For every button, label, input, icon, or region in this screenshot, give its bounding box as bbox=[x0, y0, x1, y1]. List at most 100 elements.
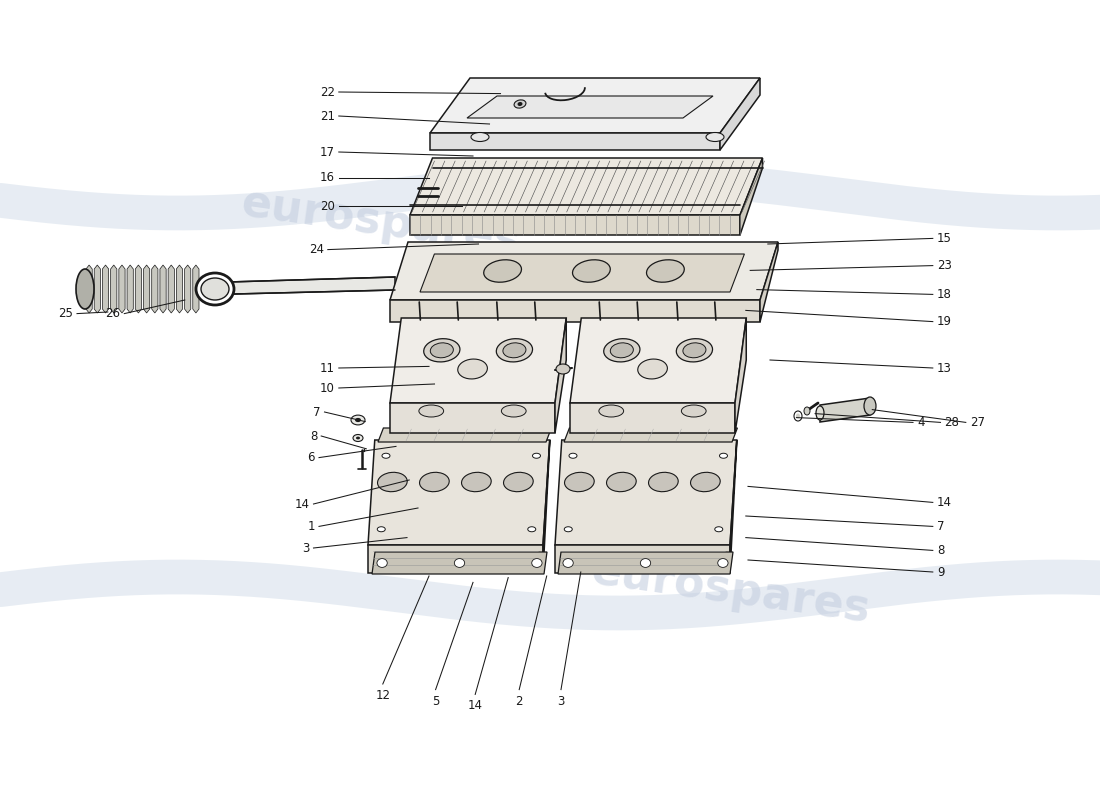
Text: 22: 22 bbox=[320, 86, 334, 98]
Ellipse shape bbox=[484, 260, 521, 282]
Text: 3: 3 bbox=[302, 542, 309, 554]
Ellipse shape bbox=[355, 418, 361, 422]
Text: 17: 17 bbox=[320, 146, 334, 158]
Polygon shape bbox=[556, 318, 566, 433]
Text: 12: 12 bbox=[375, 689, 390, 702]
Text: 23: 23 bbox=[937, 259, 952, 272]
Ellipse shape bbox=[647, 260, 684, 282]
Polygon shape bbox=[185, 265, 190, 313]
Polygon shape bbox=[420, 254, 745, 292]
Polygon shape bbox=[390, 318, 566, 403]
Polygon shape bbox=[430, 78, 760, 133]
Ellipse shape bbox=[569, 454, 578, 458]
Polygon shape bbox=[820, 398, 870, 422]
Ellipse shape bbox=[676, 338, 713, 362]
Ellipse shape bbox=[462, 472, 492, 492]
Ellipse shape bbox=[556, 364, 570, 374]
Ellipse shape bbox=[377, 526, 385, 532]
Polygon shape bbox=[368, 440, 550, 545]
Ellipse shape bbox=[201, 278, 229, 300]
Text: 14: 14 bbox=[468, 699, 483, 712]
Text: 7: 7 bbox=[937, 520, 944, 533]
Polygon shape bbox=[720, 78, 760, 150]
Polygon shape bbox=[378, 428, 551, 442]
Ellipse shape bbox=[196, 273, 234, 305]
Text: 10: 10 bbox=[320, 382, 334, 394]
Text: 4: 4 bbox=[917, 416, 924, 429]
Text: 25: 25 bbox=[58, 307, 73, 320]
Ellipse shape bbox=[598, 405, 624, 417]
Ellipse shape bbox=[606, 472, 636, 492]
Polygon shape bbox=[558, 552, 733, 574]
Ellipse shape bbox=[76, 269, 94, 309]
Polygon shape bbox=[111, 265, 117, 313]
Text: 1: 1 bbox=[308, 520, 315, 533]
Ellipse shape bbox=[424, 338, 460, 362]
Polygon shape bbox=[543, 440, 550, 573]
Ellipse shape bbox=[691, 472, 720, 492]
Polygon shape bbox=[740, 158, 762, 235]
Ellipse shape bbox=[504, 472, 534, 492]
Ellipse shape bbox=[503, 343, 526, 358]
Text: 13: 13 bbox=[937, 362, 952, 374]
Ellipse shape bbox=[604, 338, 640, 362]
Ellipse shape bbox=[564, 526, 572, 532]
Text: 19: 19 bbox=[937, 315, 952, 328]
Ellipse shape bbox=[356, 437, 360, 439]
Text: 8: 8 bbox=[310, 430, 317, 442]
Text: 14: 14 bbox=[295, 498, 309, 510]
Ellipse shape bbox=[514, 100, 526, 108]
Polygon shape bbox=[368, 545, 543, 573]
Polygon shape bbox=[119, 265, 125, 313]
Ellipse shape bbox=[681, 405, 706, 417]
Polygon shape bbox=[192, 265, 199, 313]
Ellipse shape bbox=[794, 411, 802, 421]
Polygon shape bbox=[556, 440, 737, 545]
Text: 11: 11 bbox=[320, 362, 334, 374]
Polygon shape bbox=[570, 403, 735, 433]
Text: 15: 15 bbox=[937, 232, 952, 245]
Ellipse shape bbox=[804, 407, 810, 415]
Text: 21: 21 bbox=[320, 110, 334, 122]
Polygon shape bbox=[143, 265, 150, 313]
Text: 14: 14 bbox=[937, 496, 952, 509]
Polygon shape bbox=[176, 265, 183, 313]
Polygon shape bbox=[410, 158, 762, 215]
Ellipse shape bbox=[419, 405, 443, 417]
Ellipse shape bbox=[796, 414, 800, 418]
Ellipse shape bbox=[430, 343, 453, 358]
Text: 24: 24 bbox=[309, 243, 323, 256]
Ellipse shape bbox=[531, 558, 542, 567]
Polygon shape bbox=[390, 403, 556, 433]
Text: 6: 6 bbox=[308, 451, 315, 464]
Text: 5: 5 bbox=[432, 694, 439, 708]
Polygon shape bbox=[570, 318, 746, 403]
Ellipse shape bbox=[719, 454, 727, 458]
Ellipse shape bbox=[353, 434, 363, 442]
Polygon shape bbox=[160, 265, 166, 313]
Ellipse shape bbox=[377, 472, 407, 492]
Polygon shape bbox=[135, 265, 142, 313]
Ellipse shape bbox=[351, 415, 365, 425]
Text: eurospares: eurospares bbox=[238, 181, 522, 263]
Polygon shape bbox=[730, 440, 737, 573]
Polygon shape bbox=[564, 428, 737, 442]
Ellipse shape bbox=[496, 338, 532, 362]
Polygon shape bbox=[168, 265, 175, 313]
Ellipse shape bbox=[502, 405, 526, 417]
Polygon shape bbox=[195, 277, 395, 295]
Polygon shape bbox=[372, 552, 547, 574]
Polygon shape bbox=[390, 300, 760, 322]
Ellipse shape bbox=[816, 406, 824, 420]
Ellipse shape bbox=[638, 359, 668, 379]
Text: 9: 9 bbox=[937, 566, 944, 578]
Ellipse shape bbox=[377, 558, 387, 567]
Text: 27: 27 bbox=[970, 416, 985, 429]
Polygon shape bbox=[760, 242, 778, 322]
Polygon shape bbox=[556, 545, 730, 573]
Text: 8: 8 bbox=[937, 544, 944, 557]
Ellipse shape bbox=[454, 558, 464, 567]
Ellipse shape bbox=[683, 343, 706, 358]
Text: 20: 20 bbox=[320, 200, 334, 213]
Text: 16: 16 bbox=[320, 171, 334, 184]
